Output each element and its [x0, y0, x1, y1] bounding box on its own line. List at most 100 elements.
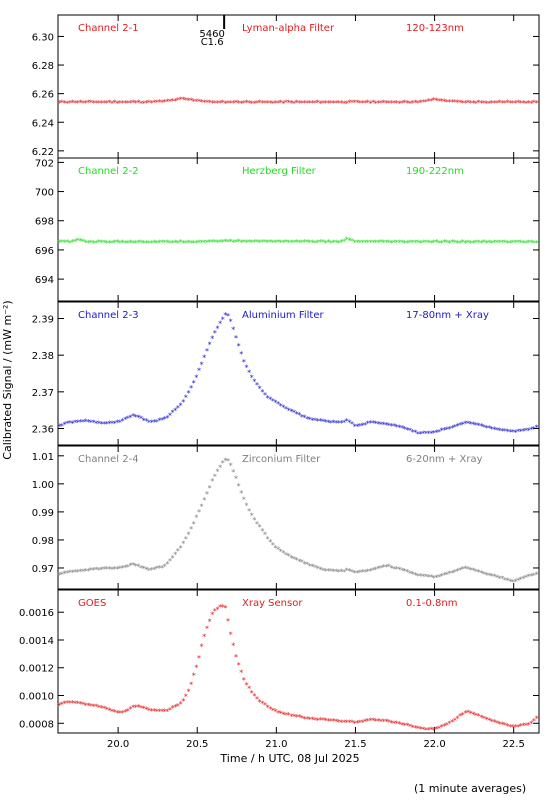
- data-point: *: [252, 692, 256, 701]
- data-point: *: [384, 717, 388, 726]
- data-point: *: [279, 99, 283, 108]
- data-point: *: [403, 721, 407, 730]
- data-point: *: [535, 570, 539, 579]
- data-point: *: [215, 325, 219, 334]
- data-point: *: [450, 718, 454, 727]
- data-point: *: [392, 422, 396, 431]
- data-point: *: [342, 719, 346, 728]
- data-point: *: [437, 97, 441, 106]
- data-point: *: [469, 420, 473, 429]
- data-point: *: [102, 704, 106, 713]
- data-point: *: [503, 427, 507, 436]
- data-point: *: [403, 425, 407, 434]
- data-point: *: [295, 713, 299, 722]
- data-point: *: [271, 706, 275, 715]
- data-point: *: [303, 715, 307, 724]
- data-point: *: [484, 99, 488, 108]
- data-point: *: [458, 239, 462, 248]
- data-point: *: [411, 99, 415, 108]
- data-point: *: [131, 703, 135, 712]
- y-tick-label: 6.26: [32, 90, 54, 101]
- data-point: *: [513, 238, 517, 247]
- data-point: *: [445, 721, 449, 730]
- data-point: *: [279, 239, 283, 248]
- data-point: *: [60, 422, 64, 431]
- data-point: *: [445, 238, 449, 247]
- data-point: *: [519, 575, 523, 584]
- data-point: *: [308, 716, 312, 725]
- data-point: *: [329, 99, 333, 108]
- data-point: *: [176, 239, 180, 248]
- data-point: *: [126, 99, 130, 108]
- data-point: *: [86, 239, 90, 248]
- data-point: *: [474, 421, 478, 430]
- data-point: *: [247, 238, 251, 247]
- data-point: *: [276, 238, 280, 247]
- data-point: *: [442, 426, 446, 435]
- data-point: *: [350, 420, 354, 429]
- data-point: *: [361, 238, 365, 247]
- data-point: *: [60, 99, 64, 108]
- data-point: *: [292, 99, 296, 108]
- data-point: *: [134, 703, 138, 712]
- data-point: *: [318, 99, 322, 108]
- data-point: *: [384, 99, 388, 108]
- data-point: *: [347, 567, 351, 576]
- data-point: *: [189, 384, 193, 393]
- data-point: *: [229, 238, 233, 247]
- data-point: *: [342, 418, 346, 427]
- data-point: *: [126, 239, 130, 248]
- data-point: *: [110, 99, 114, 108]
- data-point: *: [448, 239, 452, 248]
- data-point: *: [506, 428, 510, 437]
- data-point: *: [268, 538, 272, 547]
- data-point: *: [419, 725, 423, 734]
- data-point: *: [395, 565, 399, 574]
- data-point: *: [274, 399, 278, 408]
- data-point: *: [513, 723, 517, 732]
- data-point: *: [513, 428, 517, 437]
- data-point: *: [426, 239, 430, 248]
- data-point: *: [150, 707, 154, 716]
- data-point: *: [339, 238, 343, 247]
- data-point: *: [81, 701, 85, 710]
- data-point: *: [63, 99, 67, 108]
- data-point: *: [234, 99, 238, 108]
- data-point: *: [492, 718, 496, 727]
- panel-frame: [57, 157, 540, 302]
- data-point: *: [495, 426, 499, 435]
- data-point: *: [105, 239, 109, 248]
- data-point: *: [134, 562, 138, 571]
- data-point: *: [89, 566, 93, 575]
- data-point: *: [131, 239, 135, 248]
- data-point: *: [455, 239, 459, 248]
- data-point: *: [342, 568, 346, 577]
- data-point: *: [508, 577, 512, 586]
- data-point: *: [210, 477, 214, 486]
- y-tick-label: 2.39: [32, 315, 54, 326]
- data-point: *: [142, 99, 146, 108]
- data-point: *: [374, 238, 378, 247]
- data-point: *: [368, 567, 372, 576]
- data-point: *: [136, 562, 140, 571]
- data-point: *: [397, 238, 401, 247]
- data-point: *: [110, 420, 114, 429]
- data-point: *: [242, 238, 246, 247]
- data-point: *: [118, 419, 122, 428]
- data-point: *: [508, 239, 512, 248]
- data-point: *: [215, 238, 219, 247]
- data-point: *: [99, 239, 103, 248]
- data-point: *: [297, 239, 301, 248]
- data-point: *: [128, 99, 132, 108]
- data-point: *: [136, 238, 140, 247]
- data-point: *: [416, 430, 420, 439]
- data-point: *: [321, 418, 325, 427]
- data-point: *: [313, 239, 317, 248]
- data-point: *: [250, 99, 254, 108]
- data-point: *: [368, 419, 372, 428]
- data-point: *: [200, 98, 204, 107]
- data-series: ****************************************…: [57, 236, 538, 248]
- data-point: *: [142, 239, 146, 248]
- data-point: *: [492, 426, 496, 435]
- data-point: *: [347, 419, 351, 428]
